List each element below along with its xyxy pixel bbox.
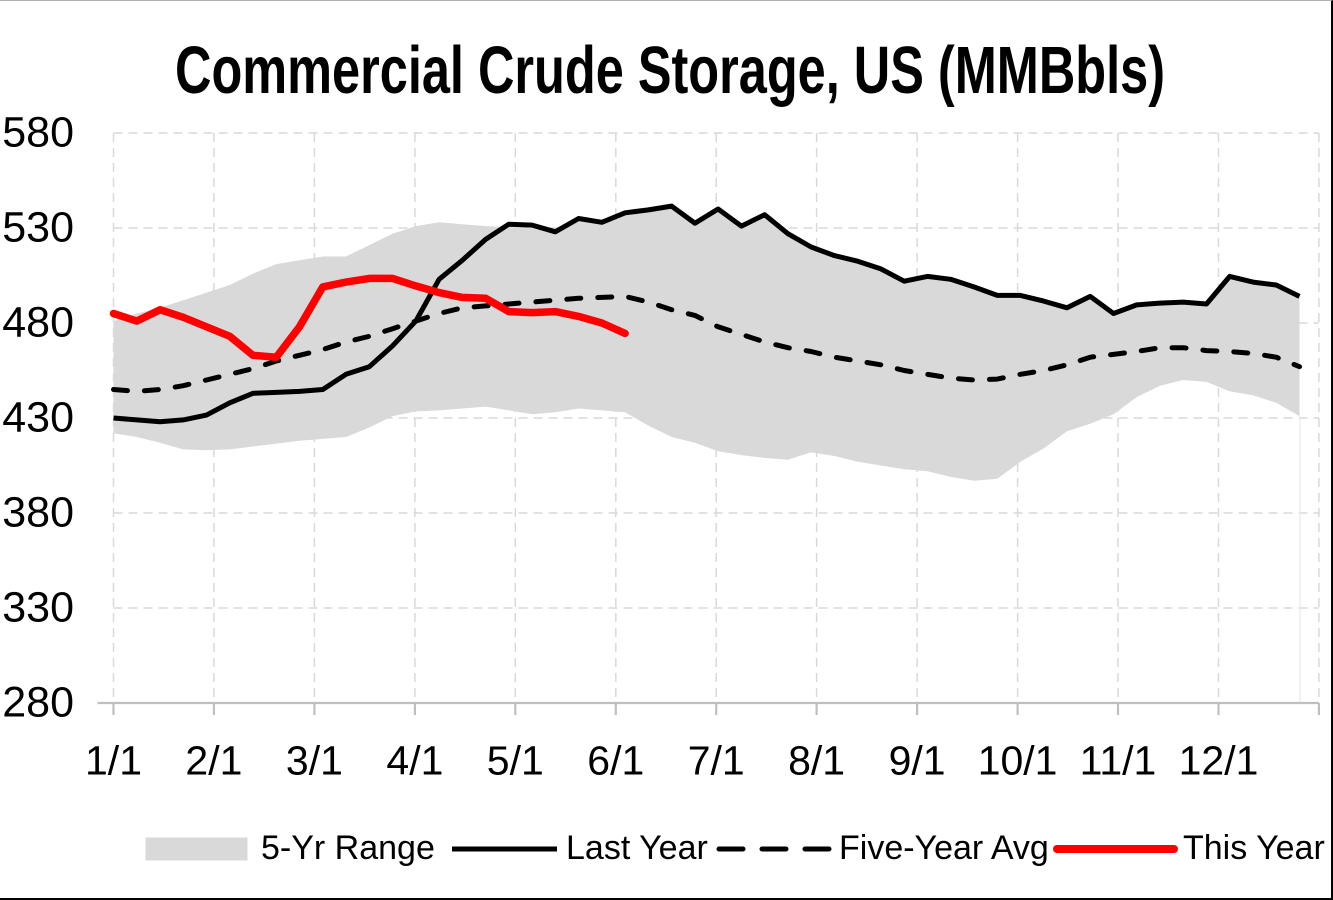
svg-text:Five-Year Avg: Five-Year Avg [839,829,1049,867]
svg-text:Last Year: Last Year [566,829,708,867]
svg-text:430: 430 [2,394,74,442]
svg-text:280: 280 [2,679,74,727]
svg-text:330: 330 [2,584,74,632]
svg-text:9/1: 9/1 [889,738,946,784]
svg-text:580: 580 [2,109,74,157]
svg-text:530: 530 [2,204,74,252]
svg-text:This Year: This Year [1183,829,1325,867]
svg-text:380: 380 [2,489,74,537]
svg-text:8/1: 8/1 [788,738,845,784]
svg-text:480: 480 [2,299,74,347]
svg-text:5-Yr Range: 5-Yr Range [261,829,435,867]
svg-text:5/1: 5/1 [487,738,544,784]
svg-text:12/1: 12/1 [1179,738,1259,784]
svg-text:4/1: 4/1 [386,738,443,784]
svg-text:1/1: 1/1 [85,738,142,784]
svg-text:2/1: 2/1 [185,738,242,784]
svg-text:7/1: 7/1 [688,738,745,784]
svg-text:3/1: 3/1 [286,738,343,784]
svg-text:6/1: 6/1 [587,738,644,784]
svg-text:Commercial Crude Storage, US (: Commercial Crude Storage, US (MMBbls) [175,33,1165,108]
svg-text:10/1: 10/1 [978,738,1058,784]
svg-text:11/1: 11/1 [1080,738,1157,784]
